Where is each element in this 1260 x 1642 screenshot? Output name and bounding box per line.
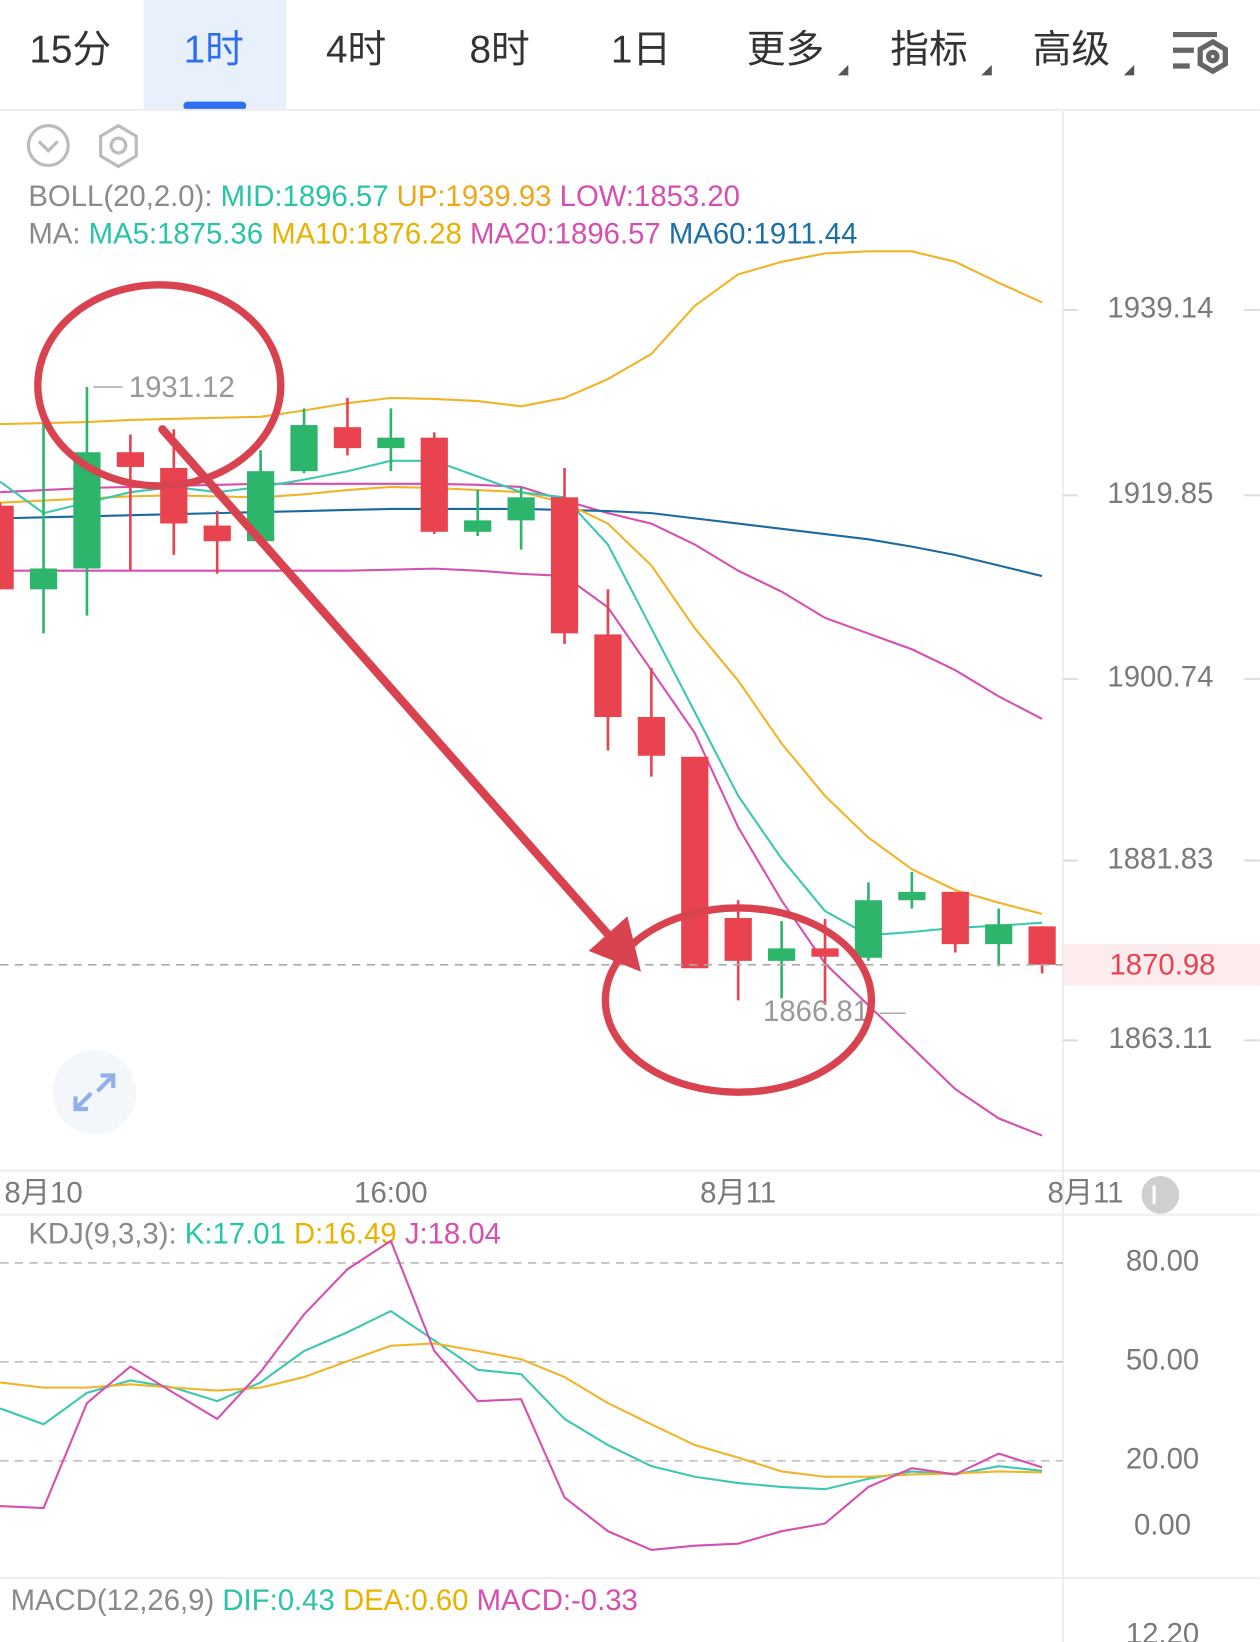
legend-item: MACD:-0.33 — [477, 1584, 638, 1617]
legend-item: LOW:1853.20 — [560, 180, 740, 213]
candle-body — [29, 568, 58, 590]
legend-item: MA5:1875.36 — [89, 217, 263, 250]
macd-legend: MACD(12,26,9) DIF:0.43 DEA:0.60 MACD:-0.… — [11, 1584, 638, 1617]
candle-body — [160, 468, 188, 524]
candle-body — [377, 437, 405, 449]
ma-legend: MA: MA5:1875.36 MA10:1876.28 MA20:1896.5… — [28, 217, 857, 250]
highlight-circle — [601, 904, 876, 1096]
legend-item: DIF:0.43 — [222, 1584, 334, 1617]
arrow-head — [588, 916, 641, 972]
candle-body — [898, 891, 926, 901]
kdj-line — [0, 1239, 1043, 1552]
legend-item: D:16.49 — [294, 1217, 397, 1250]
kline-badge[interactable] — [1141, 1175, 1180, 1214]
legend-title: MACD(12,26,9) — [11, 1584, 215, 1617]
legend-title: BOLL(20,2.0): — [28, 180, 212, 213]
legend-item: J:18.04 — [405, 1217, 501, 1250]
legend-item: MA10:1876.28 — [271, 217, 462, 250]
tab[interactable]: 4时 — [326, 29, 386, 72]
y-tick-label: 1919.85 — [1107, 477, 1213, 510]
legend-item: MA60:1911.44 — [669, 217, 858, 250]
tab[interactable]: 更多 — [747, 29, 824, 72]
candle-body — [116, 452, 144, 467]
settings-icon[interactable] — [1172, 31, 1228, 75]
y-tick-label: 50.00 — [1126, 1344, 1199, 1377]
y-tick-label: 1939.14 — [1107, 292, 1213, 325]
macd-axis-label: 12.20 — [1126, 1617, 1199, 1642]
candle-body — [941, 891, 969, 945]
candle-body — [550, 497, 579, 634]
legend-title: MA: — [28, 217, 80, 250]
candle-body — [1028, 926, 1056, 965]
y-tick-label: 1881.83 — [1107, 842, 1213, 875]
arrow-shaft — [158, 425, 623, 950]
y-tick-label: 1900.74 — [1107, 661, 1213, 694]
candle-body — [767, 948, 796, 961]
boll-legend: BOLL(20,2.0): MID:1896.57 UP:1939.93 LOW… — [28, 180, 740, 213]
candle-body — [420, 437, 448, 532]
candle-body — [203, 525, 231, 542]
y-tick-label: 1863.11 — [1109, 1022, 1213, 1055]
candle-body — [0, 505, 14, 590]
legend-item: MID:1896.57 — [221, 180, 389, 213]
tab[interactable]: 15分 — [29, 29, 111, 72]
y-tick-label: 20.00 — [1126, 1443, 1199, 1476]
legend-item: DEA:0.60 — [343, 1584, 468, 1617]
candle-body — [507, 497, 535, 521]
x-tick-label: 8月11 — [1048, 1177, 1124, 1210]
annotation-layer — [34, 281, 876, 1096]
tab[interactable]: 指标 — [890, 29, 967, 72]
y-tick-label: 80.00 — [1126, 1245, 1199, 1278]
candle-body — [637, 717, 665, 756]
low-label: 1866.81 — [763, 995, 869, 1028]
last-price-bg — [1064, 943, 1260, 986]
x-tick-label: 8月11 — [700, 1177, 776, 1210]
tab[interactable]: 8时 — [469, 29, 529, 72]
x-tick-label: 8月10 — [4, 1177, 82, 1210]
candle-body — [464, 520, 492, 532]
highlight-circle — [34, 281, 285, 490]
plot: 1939.14 1919.85 1900.74 1881.83 1863.11 8月10 1… — [0, 250, 1260, 1552]
candle-body — [854, 900, 883, 958]
y-tick-label: 0.00 — [1134, 1509, 1191, 1542]
candle-body — [594, 634, 622, 718]
tab[interactable]: 1日 — [611, 29, 671, 72]
legend-item: K:17.01 — [185, 1217, 286, 1250]
tab[interactable]: 高级 — [1033, 29, 1110, 72]
candle-body — [724, 918, 752, 961]
settings-hex-icon[interactable] — [99, 123, 138, 169]
candle-body — [985, 924, 1013, 945]
legend-item: MA20:1896.57 — [470, 217, 661, 250]
candle-body — [811, 948, 839, 957]
expand-icon[interactable] — [52, 1050, 137, 1135]
collapse-icon[interactable] — [26, 124, 70, 168]
high-label: 1931.12 — [129, 371, 235, 404]
candle-body — [333, 427, 362, 449]
kdj-legend: KDJ(9,3,3): K:17.01 D:16.49 J:18.04 — [28, 1217, 501, 1250]
indicator-line — [0, 250, 1043, 426]
candle-body — [290, 425, 318, 472]
legend-title: KDJ(9,3,3): — [28, 1217, 176, 1250]
active-tab-indicator — [183, 101, 247, 110]
candle-body — [681, 756, 709, 969]
last-price-label: 1870.98 — [1110, 949, 1216, 982]
settings-hex-icon-center — [109, 136, 128, 155]
active-tab-bg — [143, 0, 286, 110]
x-tick-label: 16:00 — [354, 1177, 427, 1210]
legend-item: UP:1939.93 — [397, 180, 552, 213]
tab-active[interactable]: 1时 — [184, 29, 244, 72]
kdj-line — [0, 1342, 1043, 1478]
